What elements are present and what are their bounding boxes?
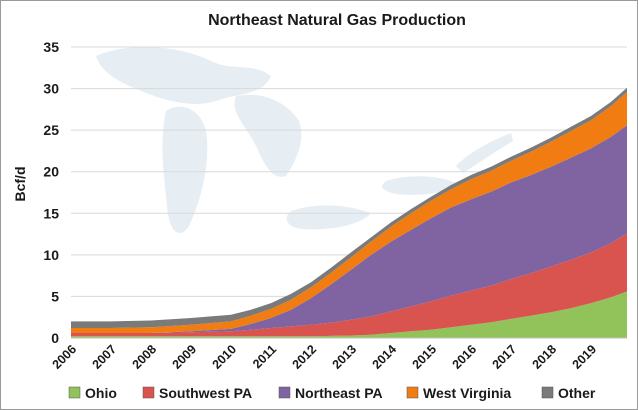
legend-label-other: Other	[558, 385, 596, 401]
y-tick-label: 30	[43, 81, 59, 97]
y-tick-label: 25	[43, 122, 59, 138]
y-tick-labels: 0 5 10 15 20 25 30 35	[43, 39, 59, 346]
y-tick-label: 15	[43, 205, 59, 221]
y-tick-label: 10	[43, 247, 59, 263]
stacked-areas	[71, 87, 627, 338]
x-tick-labels: 2006 2007 2008 2009 2010 2011 2012 2013 2014 2015…	[50, 342, 600, 372]
x-tick-label: 2010	[210, 342, 240, 372]
x-tick-label: 2019	[570, 342, 600, 372]
x-tick-label: 2011	[250, 342, 279, 371]
x-tick-label: 2013	[330, 342, 360, 372]
x-tick-label: 2006	[50, 342, 80, 372]
y-tick-label: 5	[51, 288, 59, 304]
background-map-watermark	[96, 46, 513, 234]
area-ohio	[71, 291, 627, 338]
legend-swatch-ohio	[68, 386, 81, 399]
x-tick-label: 2009	[170, 342, 200, 372]
legend-swatch-west-virginia	[406, 386, 419, 399]
legend-label-northeast-pa: Northeast PA	[295, 385, 383, 401]
x-tick-label: 2007	[90, 342, 120, 372]
legend-swatch-other	[541, 386, 554, 399]
legend-swatch-southwest-pa	[142, 386, 155, 399]
x-tick-label: 2014	[370, 342, 400, 372]
legend-label-southwest-pa: Southwest PA	[159, 385, 252, 401]
x-tick-label: 2015	[410, 342, 440, 372]
legend: Ohio Southwest PA Northeast PA West Virgini…	[68, 385, 596, 401]
legend-label-ohio: Ohio	[85, 385, 117, 401]
x-tick-label: 2018	[530, 342, 560, 372]
x-tick-label: 2012	[290, 342, 320, 372]
y-tick-label: 20	[43, 164, 59, 180]
x-tick-label: 2016	[450, 342, 480, 372]
y-tick-label: 35	[43, 39, 59, 55]
area-southwest-pa	[71, 233, 627, 337]
legend-label-west-virginia: West Virginia	[423, 385, 511, 401]
area-northeast-pa	[71, 125, 627, 333]
y-axis-label: Bcf/d	[12, 167, 28, 202]
chart-title: Northeast Natural Gas Production	[208, 12, 466, 29]
y-tick-label: 0	[51, 330, 59, 346]
x-tick-label: 2008	[130, 342, 160, 372]
legend-swatch-northeast-pa	[278, 386, 291, 399]
x-tick-label: 2017	[490, 342, 520, 372]
